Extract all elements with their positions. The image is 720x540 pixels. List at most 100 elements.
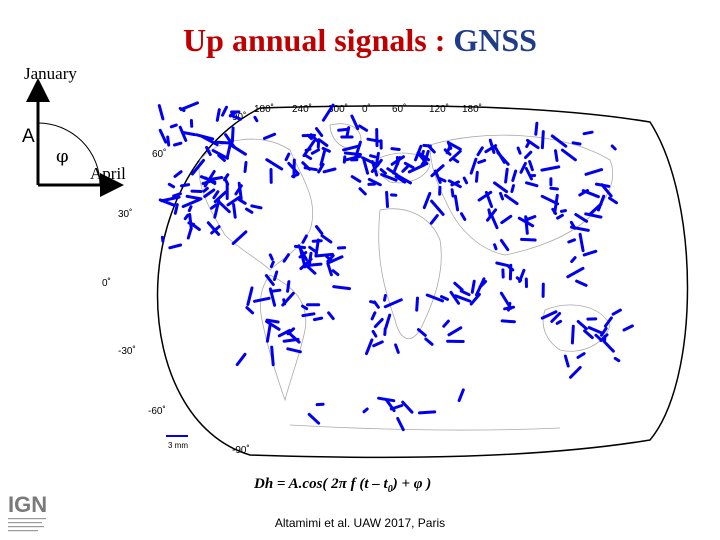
signal-vector bbox=[160, 235, 165, 243]
signal-vector bbox=[477, 158, 487, 164]
signal-vector bbox=[273, 270, 279, 281]
signal-vector bbox=[358, 124, 369, 132]
signal-vector bbox=[299, 248, 307, 269]
scale-label: 3 mm bbox=[168, 441, 188, 450]
signal-vector bbox=[173, 203, 179, 215]
signal-vector bbox=[417, 328, 427, 337]
signal-vector bbox=[450, 188, 455, 198]
signal-vector bbox=[407, 163, 426, 174]
signal-vector bbox=[496, 151, 510, 166]
april-label: April bbox=[90, 164, 126, 183]
signal-vector bbox=[390, 147, 401, 151]
signal-vector bbox=[157, 104, 165, 121]
signal-vector bbox=[584, 168, 604, 176]
signal-vector bbox=[245, 306, 255, 315]
signal-vector bbox=[301, 304, 309, 311]
signal-vector bbox=[510, 184, 515, 193]
signal-vector bbox=[365, 338, 374, 356]
signal-vector bbox=[234, 184, 243, 196]
signal-vector bbox=[178, 106, 186, 112]
signal-vector bbox=[550, 312, 562, 323]
signal-vector bbox=[301, 234, 308, 244]
signal-vector bbox=[380, 173, 398, 182]
signal-vector bbox=[331, 269, 340, 277]
january-label: January bbox=[24, 64, 77, 83]
signal-vector bbox=[206, 221, 221, 236]
signal-vector bbox=[180, 130, 197, 137]
signal-vector bbox=[602, 340, 615, 353]
title-highlight: GNSS bbox=[453, 22, 537, 58]
lon-tick-label: 120˚ bbox=[429, 103, 449, 115]
signal-vector bbox=[443, 148, 452, 156]
signal-vector bbox=[469, 292, 481, 306]
signal-vector bbox=[312, 316, 324, 322]
signal-vector bbox=[373, 300, 380, 309]
signal-vector bbox=[459, 289, 471, 297]
signal-vector bbox=[369, 154, 377, 159]
signal-vector bbox=[452, 158, 460, 164]
lon-tick-label: 240˚ bbox=[292, 103, 312, 115]
signal-vector bbox=[495, 261, 510, 268]
signal-vector bbox=[203, 188, 216, 198]
signal-vector bbox=[504, 167, 509, 184]
signal-vector bbox=[426, 144, 436, 154]
signal-vector bbox=[389, 404, 404, 411]
signal-vector bbox=[253, 115, 259, 123]
signal-vector bbox=[211, 149, 229, 160]
signal-vector bbox=[611, 308, 622, 316]
signal-vector bbox=[613, 356, 621, 363]
signal-vector bbox=[422, 191, 432, 210]
signal-vector bbox=[223, 177, 230, 186]
signal-vector bbox=[540, 130, 545, 150]
signal-vector bbox=[208, 176, 224, 181]
signal-vector bbox=[158, 128, 168, 144]
signal-vector bbox=[304, 153, 313, 160]
signal-vector bbox=[326, 261, 333, 277]
signal-vector bbox=[518, 268, 526, 283]
signal-vector bbox=[447, 141, 462, 151]
signal-vector bbox=[488, 138, 496, 154]
signal-vector bbox=[478, 280, 488, 289]
signal-vector bbox=[327, 311, 335, 321]
signal-vector bbox=[372, 340, 384, 348]
lat-tick-label: -60˚ bbox=[148, 405, 166, 417]
signal-vector bbox=[457, 388, 465, 403]
signal-vector bbox=[396, 174, 412, 185]
slide-title: Up annual signals : GNSS bbox=[0, 22, 720, 59]
signal-vector bbox=[250, 204, 263, 210]
lat-tick-label: 0˚ bbox=[102, 277, 111, 289]
signal-vector bbox=[524, 167, 533, 181]
signal-vector bbox=[350, 114, 360, 131]
signal-vector bbox=[375, 151, 380, 166]
signal-vector bbox=[345, 126, 351, 137]
signal-vector bbox=[263, 132, 277, 140]
signal-vector bbox=[180, 183, 191, 188]
signal-vector bbox=[294, 244, 307, 250]
signal-vector bbox=[314, 238, 320, 257]
signal-vector bbox=[442, 319, 450, 328]
signal-vector bbox=[282, 298, 287, 306]
signal-vector bbox=[179, 101, 199, 111]
signal-vector bbox=[578, 189, 589, 197]
signal-vector bbox=[477, 190, 493, 202]
signal-vector bbox=[504, 193, 519, 206]
signal-vector bbox=[525, 140, 531, 149]
signal-vector bbox=[221, 105, 228, 117]
signal-vector bbox=[385, 190, 389, 208]
signal-vector bbox=[563, 354, 570, 368]
signal-vector bbox=[550, 134, 568, 148]
signal-vector bbox=[540, 165, 561, 172]
signal-vector bbox=[583, 329, 594, 340]
signal-vector bbox=[570, 324, 575, 345]
signal-vector bbox=[315, 225, 324, 236]
signal-vector bbox=[484, 144, 498, 154]
phase-symbol: φ bbox=[56, 146, 69, 167]
signal-vector bbox=[425, 293, 444, 303]
signal-vector bbox=[569, 366, 582, 379]
signal-vector bbox=[440, 295, 449, 301]
signal-vector bbox=[499, 191, 505, 201]
signal-vector bbox=[315, 127, 324, 137]
signal-vector bbox=[597, 194, 606, 212]
